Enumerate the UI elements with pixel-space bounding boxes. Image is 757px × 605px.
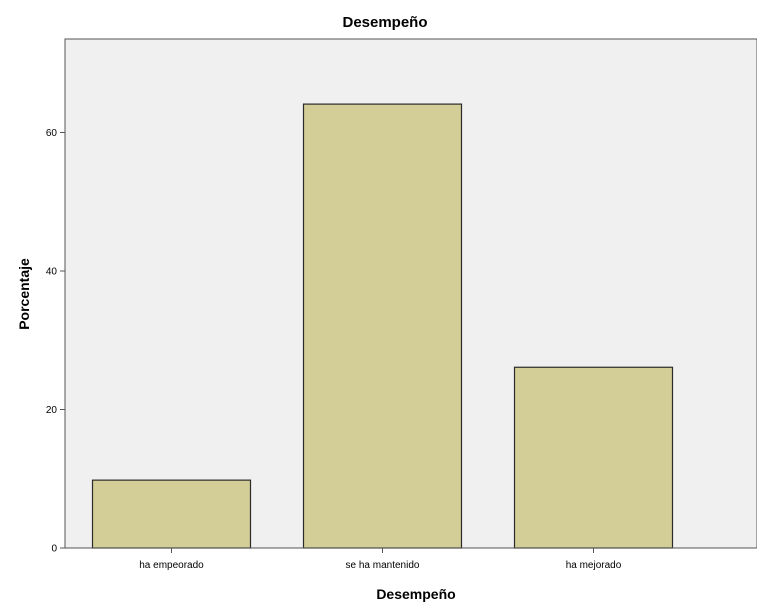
bar-ha-mejorado [513,366,674,549]
y-tick-label: 60 [46,128,58,139]
bar-se-ha-mantenido [302,103,463,549]
y-tick-label: 20 [46,405,58,416]
chart-title: Desempeño [342,14,427,31]
x-tick-label: se ha mantenido [346,560,420,571]
x-tick-label: ha empeorado [139,560,204,571]
bar-ha-empeorado [91,479,252,549]
x-axis-title: Desempeño [376,586,455,602]
x-axis: ha empeorado se ha mantenido ha mejorado [65,547,757,571]
y-axis: 0 20 40 60 [46,39,66,555]
y-tick-label: 0 [51,544,57,555]
x-tick-label: ha mejorado [566,560,622,571]
y-tick-label: 40 [46,266,58,277]
y-axis-title: Porcentaje [16,258,32,330]
